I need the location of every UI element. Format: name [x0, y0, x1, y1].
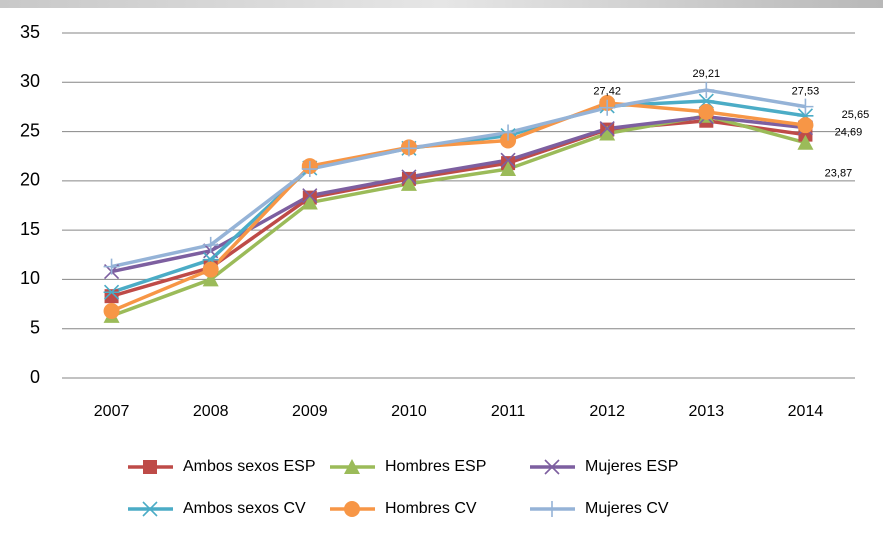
marker-asterisk — [103, 284, 120, 300]
marker-triangle — [344, 459, 360, 474]
marker — [202, 271, 219, 287]
legend-entry: Mujeres CV — [530, 500, 669, 517]
marker — [202, 236, 219, 253]
marker-asterisk — [142, 501, 158, 517]
value-label: 29,21 — [693, 68, 721, 80]
marker — [544, 459, 560, 475]
marker-plus — [544, 501, 560, 517]
x-tick-label: 2007 — [94, 403, 130, 420]
y-tick-label: 10 — [20, 268, 40, 288]
x-tick-label: 2009 — [292, 403, 328, 420]
value-label: 25,65 — [842, 109, 870, 121]
marker — [103, 284, 120, 300]
y-tick-label: 25 — [20, 120, 40, 140]
legend-entry: Mujeres ESP — [530, 458, 678, 475]
x-tick-label: 2014 — [788, 403, 824, 420]
marker-x — [302, 188, 318, 204]
marker — [202, 261, 219, 278]
marker — [344, 459, 360, 474]
top-strip — [0, 0, 883, 8]
marker — [103, 258, 120, 275]
marker — [301, 194, 318, 210]
y-tick-label: 5 — [30, 317, 40, 337]
x-tick-label: 2012 — [589, 403, 625, 420]
marker — [400, 175, 417, 191]
series-line — [111, 118, 806, 298]
marker — [698, 82, 715, 99]
legend-label: Mujeres ESP — [585, 458, 678, 475]
series-line — [110, 101, 806, 313]
marker-plus — [599, 99, 616, 116]
marker — [103, 302, 120, 319]
marker-circle — [797, 117, 814, 134]
marker — [500, 161, 517, 177]
value-label: 27,53 — [792, 86, 820, 98]
marker — [500, 152, 516, 168]
marker — [797, 134, 814, 150]
value-label: 27,42 — [593, 86, 621, 98]
marker-plus — [698, 82, 715, 99]
marker-plus — [202, 236, 219, 253]
marker — [143, 460, 157, 474]
marker — [599, 121, 615, 137]
marker — [698, 103, 715, 120]
marker-triangle — [797, 134, 814, 150]
legend-label: Hombres CV — [385, 500, 477, 517]
marker-triangle — [202, 271, 219, 287]
x-tick-label: 2008 — [193, 403, 229, 420]
marker — [301, 161, 318, 178]
marker-triangle — [500, 161, 517, 177]
marker-square — [143, 460, 157, 474]
marker-circle — [202, 261, 219, 278]
marker-x — [544, 459, 560, 475]
series-line — [111, 88, 806, 269]
marker — [797, 98, 814, 115]
legend-entry: Hombres ESP — [330, 458, 486, 475]
marker-circle — [698, 103, 715, 120]
marker — [401, 169, 417, 185]
marker — [400, 140, 417, 157]
legend-label: Mujeres CV — [585, 500, 669, 517]
marker — [302, 188, 318, 204]
marker — [599, 99, 616, 116]
marker — [344, 501, 360, 517]
marker — [797, 117, 814, 134]
marker-plus — [301, 161, 318, 178]
marker-triangle — [599, 125, 616, 141]
marker-triangle — [400, 175, 417, 191]
marker-x — [500, 152, 516, 168]
marker-x — [401, 169, 417, 185]
legend-label: Ambos sexos ESP — [183, 458, 316, 475]
marker-plus — [500, 124, 517, 141]
series-line — [111, 115, 806, 274]
marker-circle — [344, 501, 360, 517]
marker-circle — [103, 302, 120, 319]
legend-label: Hombres ESP — [385, 458, 486, 475]
value-label: 24,69 — [835, 127, 863, 139]
x-tick-label: 2011 — [491, 403, 526, 420]
value-label: 23,87 — [825, 168, 853, 180]
x-tick-label: 2010 — [391, 403, 427, 420]
marker-triangle — [301, 194, 318, 210]
y-tick-label: 15 — [20, 219, 40, 239]
marker-plus — [103, 258, 120, 275]
marker-plus — [400, 140, 417, 157]
legend-entry: Ambos sexos CV — [128, 500, 306, 517]
x-tick-label: 2013 — [689, 403, 725, 420]
marker — [599, 125, 616, 141]
y-tick-label: 20 — [20, 170, 40, 190]
marker — [544, 501, 560, 517]
marker-x — [599, 121, 615, 137]
legend-entry: Hombres CV — [330, 500, 477, 517]
marker-plus — [797, 98, 814, 115]
legend-entry: Ambos sexos ESP — [128, 458, 316, 475]
marker — [142, 501, 158, 517]
legend-label: Ambos sexos CV — [183, 500, 306, 517]
y-tick-label: 0 — [30, 367, 40, 387]
y-tick-label: 35 — [20, 22, 40, 42]
y-tick-label: 30 — [20, 71, 40, 91]
marker — [500, 124, 517, 141]
